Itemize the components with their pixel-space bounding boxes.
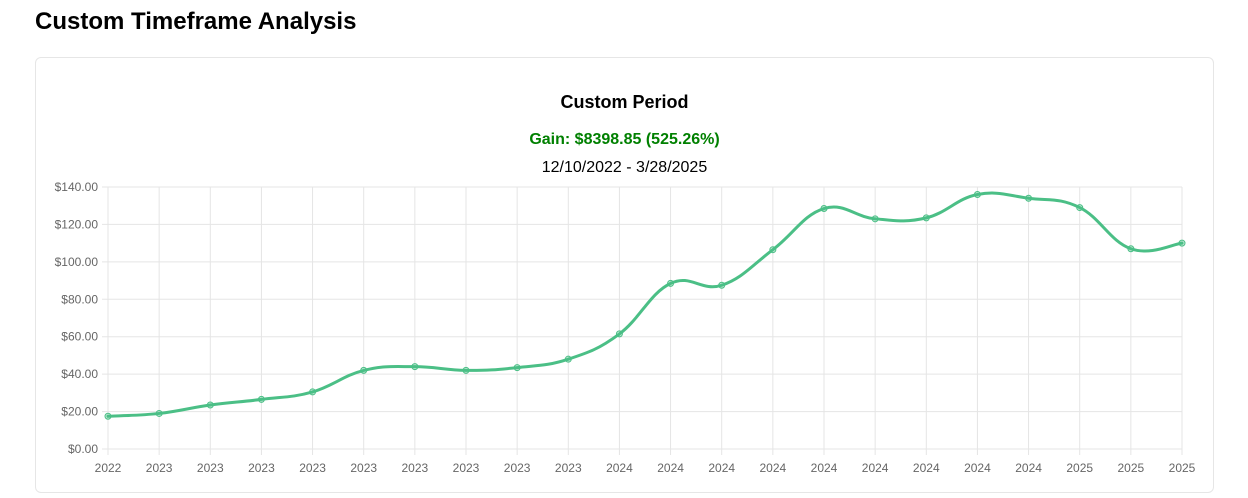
x-tick-label: 2023 (555, 461, 582, 475)
data-point[interactable] (411, 363, 419, 371)
y-tick-label: $120.00 (55, 217, 99, 231)
data-point[interactable] (718, 281, 726, 289)
x-tick-label: 2024 (964, 461, 991, 475)
x-tick-label: 2024 (1015, 461, 1042, 475)
x-tick-label: 2023 (248, 461, 275, 475)
data-point[interactable] (564, 355, 572, 363)
data-point[interactable] (922, 214, 930, 222)
x-tick-label: 2023 (299, 461, 326, 475)
data-point[interactable] (309, 388, 317, 396)
x-tick-label: 2025 (1066, 461, 1093, 475)
y-tick-label: $140.00 (55, 180, 99, 194)
chart-card: Custom Period Gain: $8398.85 (525.26%) 1… (35, 57, 1214, 493)
data-point[interactable] (206, 401, 214, 409)
y-tick-label: $40.00 (61, 367, 98, 381)
data-point[interactable] (820, 205, 828, 213)
x-tick-label: 2025 (1118, 461, 1145, 475)
data-point[interactable] (1025, 194, 1033, 202)
x-tick-label: 2023 (453, 461, 480, 475)
data-point[interactable] (973, 190, 981, 198)
x-tick-label: 2024 (606, 461, 633, 475)
data-point[interactable] (1127, 245, 1135, 253)
x-tick-label: 2023 (197, 461, 224, 475)
x-tick-label: 2025 (1169, 461, 1196, 475)
x-axis-ticks: 2022 2023 2023 2023 2023 2023 2023 2023 2023 2023… (95, 461, 1196, 475)
data-point[interactable] (769, 246, 777, 254)
y-tick-label: $80.00 (61, 292, 98, 306)
x-tick-label: 2022 (95, 461, 122, 475)
y-tick-label: $0.00 (68, 442, 98, 456)
y-tick-label: $100.00 (55, 255, 99, 269)
data-point[interactable] (1076, 204, 1084, 212)
series-line (106, 191, 1184, 418)
data-point[interactable] (615, 330, 623, 338)
x-tick-label: 2024 (913, 461, 940, 475)
x-tick-label: 2024 (862, 461, 889, 475)
x-tick-label: 2024 (657, 461, 684, 475)
data-point[interactable] (360, 366, 368, 374)
data-point[interactable] (1178, 239, 1186, 247)
gain-text: Gain: $8398.85 (525.26%) (529, 131, 720, 148)
y-tick-label: $60.00 (61, 330, 98, 344)
page-title: Custom Timeframe Analysis (35, 8, 357, 35)
x-tick-label: 2024 (811, 461, 838, 475)
data-point[interactable] (155, 409, 163, 417)
y-axis-ticks: $0.00 $20.00 $40.00 $60.00 $80.00 $100.00 $120… (55, 180, 99, 456)
series-line-layer (106, 191, 1184, 418)
date-range: 12/10/2022 - 3/28/2025 (541, 159, 708, 176)
data-point[interactable] (462, 366, 470, 374)
data-point[interactable] (667, 279, 675, 287)
x-tick-label: 2024 (708, 461, 735, 475)
data-point[interactable] (513, 364, 521, 372)
x-tick-label: 2023 (504, 461, 531, 475)
chart-title: Custom Period (560, 92, 689, 112)
x-tick-label: 2023 (350, 461, 377, 475)
data-point[interactable] (871, 215, 879, 223)
grid-layer (102, 186, 1183, 455)
x-tick-label: 2023 (402, 461, 429, 475)
x-tick-label: 2024 (760, 461, 787, 475)
y-tick-label: $20.00 (61, 405, 98, 419)
data-points-layer (104, 190, 1186, 420)
data-point[interactable] (257, 395, 265, 403)
x-tick-label: 2023 (146, 461, 173, 475)
data-point[interactable] (104, 412, 112, 420)
